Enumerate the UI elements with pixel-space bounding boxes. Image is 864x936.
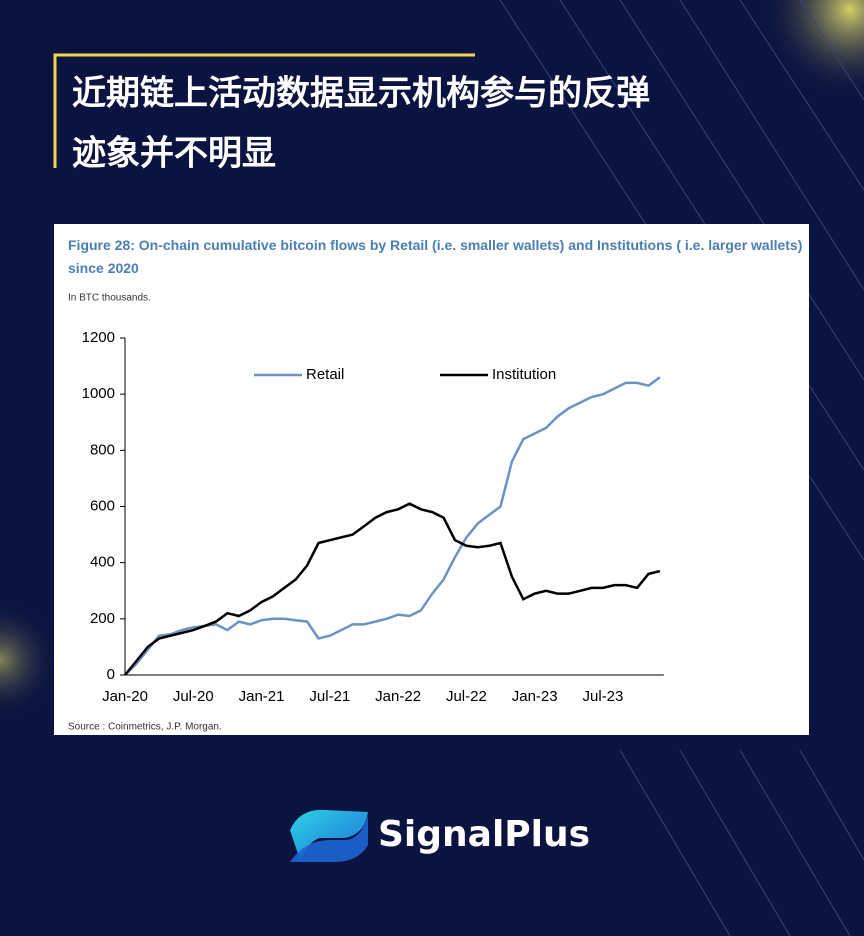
y-tick-label: 1200 — [82, 329, 115, 346]
legend-label: Institution — [492, 366, 556, 383]
y-tick-label: 1000 — [82, 385, 115, 402]
x-tick-label: Jul-23 — [583, 688, 624, 705]
series-line — [124, 376, 661, 676]
chart-title-box: Figure 28: On-chain cumulative bitcoin f… — [68, 237, 803, 276]
x-tick-label: Jan-22 — [375, 688, 421, 705]
logo-icon — [290, 809, 368, 862]
title-bracket — [53, 53, 475, 168]
y-tick-label: 200 — [90, 610, 115, 627]
brand-name: SignalPlus — [378, 814, 590, 855]
x-tick-label: Jan-21 — [239, 688, 285, 705]
y-tick-label: 600 — [90, 497, 115, 514]
y-tick-label: 0 — [107, 666, 115, 683]
y-tick-label: 800 — [90, 441, 115, 458]
legend-label: Retail — [306, 366, 344, 383]
glow — [0, 600, 60, 720]
x-tick-label: Jan-20 — [102, 688, 148, 705]
glow — [760, 0, 864, 100]
x-tick-label: Jan-23 — [512, 688, 558, 705]
series-line — [124, 502, 661, 676]
chart-title: Figure 28: On-chain cumulative bitcoin f… — [68, 237, 803, 276]
y-tick-label: 400 — [90, 554, 115, 571]
title-line: 迹象并不明显 — [72, 134, 276, 174]
chart-source: Source : Coinmetrics, J.P. Morgan. — [68, 722, 222, 733]
title-line: 近期链上活动数据显示机构参与的反弹 — [72, 74, 650, 114]
chart: Figure 28: On-chain cumulative bitcoin f… — [54, 224, 809, 735]
x-tick-label: Jul-20 — [173, 688, 214, 705]
x-tick-label: Jul-22 — [446, 688, 487, 705]
chart-subtitle: In BTC thousands. — [68, 293, 151, 304]
x-tick-label: Jul-21 — [309, 688, 350, 705]
